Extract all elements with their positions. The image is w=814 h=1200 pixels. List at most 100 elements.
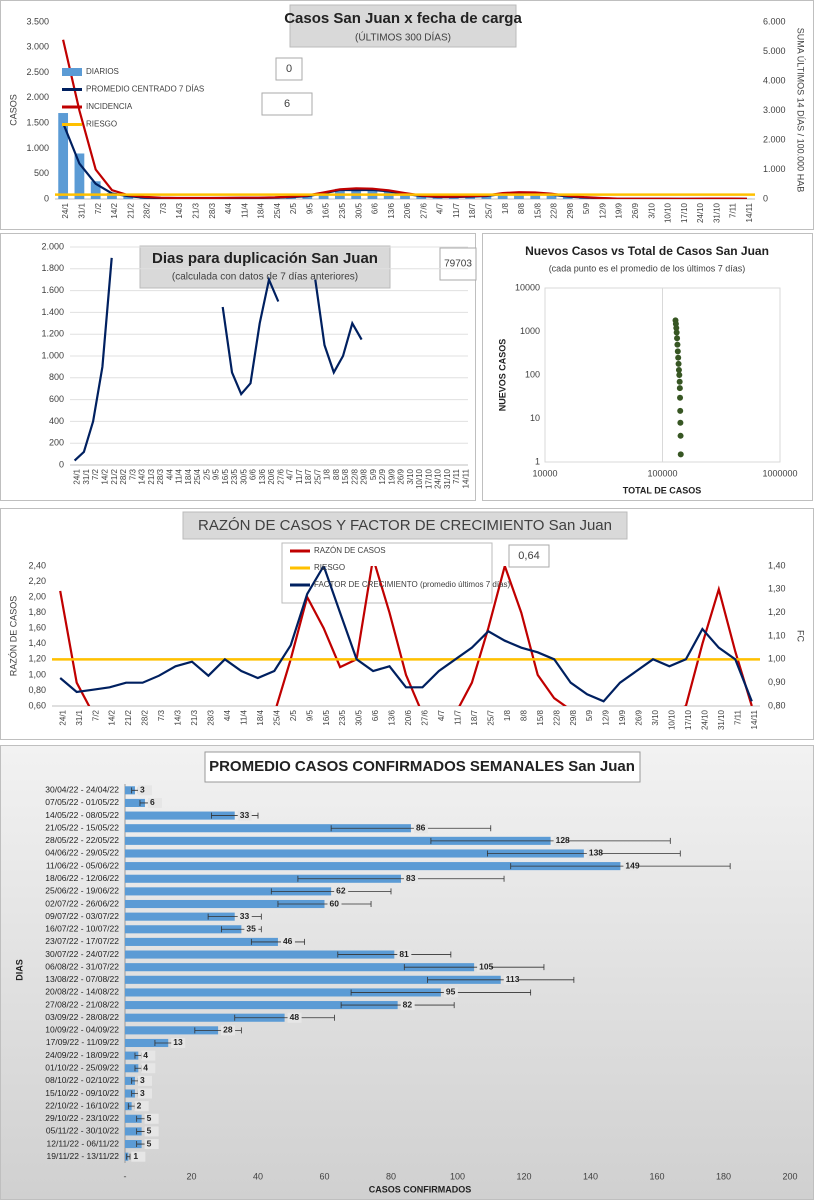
y2-tick-label: 0,80 bbox=[768, 700, 786, 710]
point bbox=[675, 360, 682, 367]
x-tick-label: 7/11 bbox=[729, 202, 738, 218]
x-tick-label: 11/7 bbox=[454, 709, 463, 725]
value-label-bg bbox=[280, 936, 295, 947]
x-tick-label: 21/3 bbox=[147, 468, 156, 484]
x-axis-label: CASOS CONFIRMADOS bbox=[369, 1184, 472, 1194]
x-tick-label: 15/8 bbox=[341, 468, 350, 484]
bar bbox=[125, 874, 401, 883]
x-tick-label: 12/9 bbox=[378, 468, 387, 484]
x-tick-label: 4/4 bbox=[223, 709, 232, 721]
y-tick-label: 1,40 bbox=[28, 638, 46, 648]
y-tick-label: 1,60 bbox=[28, 623, 46, 633]
value-label: 28 bbox=[223, 1025, 233, 1035]
bar bbox=[125, 798, 145, 807]
x-tick-label: 12/9 bbox=[602, 709, 611, 725]
x-tick-label: 28/3 bbox=[208, 202, 217, 218]
value-label-bg bbox=[144, 1139, 159, 1150]
x-tick-label: 9/5 bbox=[212, 468, 221, 480]
point bbox=[675, 367, 682, 374]
value-label-bg bbox=[327, 899, 342, 910]
y-tick-label: 1,00 bbox=[28, 669, 46, 679]
x-tick-label: 31/1 bbox=[78, 202, 87, 218]
value-label: 33 bbox=[240, 911, 250, 921]
x-tick-label: 5/9 bbox=[585, 709, 594, 721]
x-tick-label: 5/9 bbox=[369, 468, 378, 480]
value-label-bg bbox=[287, 1012, 302, 1023]
x-tick-label: 26/9 bbox=[635, 709, 644, 725]
x-tick-label: 18/7 bbox=[468, 202, 477, 218]
x-tick-label: 16/5 bbox=[322, 709, 331, 725]
x-tick-label: 23/5 bbox=[338, 709, 347, 725]
bar bbox=[514, 192, 524, 199]
value-label-bg bbox=[237, 911, 252, 922]
y-tick-label: 23/07/22 - 17/07/22 bbox=[45, 936, 119, 946]
value-label: 33 bbox=[240, 810, 250, 820]
x-tick-label: 19/9 bbox=[387, 468, 396, 484]
x-tick-label: 14/3 bbox=[174, 709, 183, 725]
bar bbox=[125, 950, 395, 959]
y-tick-label: 1,20 bbox=[28, 654, 46, 664]
bar bbox=[125, 887, 332, 896]
value-label-bg bbox=[623, 861, 638, 872]
x-tick-label: 19/9 bbox=[618, 709, 627, 725]
y-tick-label: 100 bbox=[525, 369, 540, 379]
bar bbox=[125, 1127, 142, 1136]
bar bbox=[125, 1140, 142, 1149]
x-tick-label: 40 bbox=[253, 1171, 263, 1181]
x-tick-label: 11/7 bbox=[452, 202, 461, 218]
x-tick-label: 20/6 bbox=[403, 202, 412, 218]
x-tick-label: 160 bbox=[649, 1171, 664, 1181]
value-label: 4 bbox=[143, 1063, 148, 1073]
x-tick-label: 23/5 bbox=[338, 202, 347, 218]
bar bbox=[125, 1064, 139, 1073]
annotation-box bbox=[275, 57, 303, 81]
x-tick-label: 25/4 bbox=[272, 709, 281, 725]
bar bbox=[125, 1013, 285, 1022]
point bbox=[675, 354, 682, 361]
y-tick-label: 10 bbox=[530, 413, 540, 423]
bar bbox=[125, 1001, 398, 1010]
y-tick-label: 29/10/22 - 23/10/22 bbox=[45, 1113, 119, 1123]
y-axis-label: RAZÓN DE CASOS bbox=[8, 596, 18, 677]
value-label: 83 bbox=[406, 873, 416, 883]
bar bbox=[125, 824, 411, 833]
y-tick-label: 21/05/22 - 15/05/22 bbox=[45, 822, 119, 832]
y-tick-label: 01/10/22 - 25/09/22 bbox=[45, 1063, 119, 1073]
bar bbox=[481, 195, 492, 199]
y-tick-label: 1.500 bbox=[26, 118, 49, 128]
x-tick-label: 13/6 bbox=[258, 468, 267, 484]
y2-tick-label: 1,30 bbox=[768, 584, 786, 594]
series-line bbox=[59, 566, 753, 706]
x-tick-label: 7/11 bbox=[452, 468, 461, 484]
value-label: 5 bbox=[147, 1126, 152, 1136]
legend-label: DIARIOS bbox=[86, 67, 119, 76]
annotation-box bbox=[439, 247, 477, 281]
value-label: 95 bbox=[446, 987, 456, 997]
y-tick-label: 14/05/22 - 08/05/22 bbox=[45, 810, 119, 820]
value-label-bg bbox=[553, 835, 568, 846]
x-tick-label: 14/2 bbox=[110, 202, 119, 218]
bar bbox=[74, 153, 85, 199]
bar bbox=[125, 975, 501, 984]
x-tick-label: 24/1 bbox=[58, 709, 67, 725]
x-tick-label: 4/4 bbox=[224, 202, 233, 214]
x-tick-label: 23/5 bbox=[230, 468, 239, 484]
y-tick-label: 200 bbox=[49, 438, 64, 448]
x-tick-label: 2/5 bbox=[289, 202, 298, 214]
point bbox=[674, 341, 681, 348]
y-tick-label: 22/10/22 - 16/10/22 bbox=[45, 1100, 119, 1110]
x-tick-label: 10/10 bbox=[415, 468, 424, 489]
x-tick-label: 4/7 bbox=[436, 202, 445, 214]
y-tick-label: 12/11/22 - 06/11/22 bbox=[47, 1138, 120, 1148]
x-tick-label: 11/7 bbox=[295, 468, 304, 484]
x-tick-label: 30/5 bbox=[355, 709, 364, 725]
legend-label: PROMEDIO CENTRADO 7 DÍAS bbox=[86, 85, 204, 94]
value-label: 60 bbox=[330, 898, 340, 908]
y2-tick-label: 5.000 bbox=[763, 46, 786, 56]
value-label: 3 bbox=[140, 785, 145, 795]
value-label-bg bbox=[334, 886, 349, 897]
x-tick-label: 10/10 bbox=[664, 202, 673, 223]
y2-tick-label: 1,20 bbox=[768, 607, 786, 617]
legend-label: RAZÓN DE CASOS bbox=[314, 546, 386, 555]
